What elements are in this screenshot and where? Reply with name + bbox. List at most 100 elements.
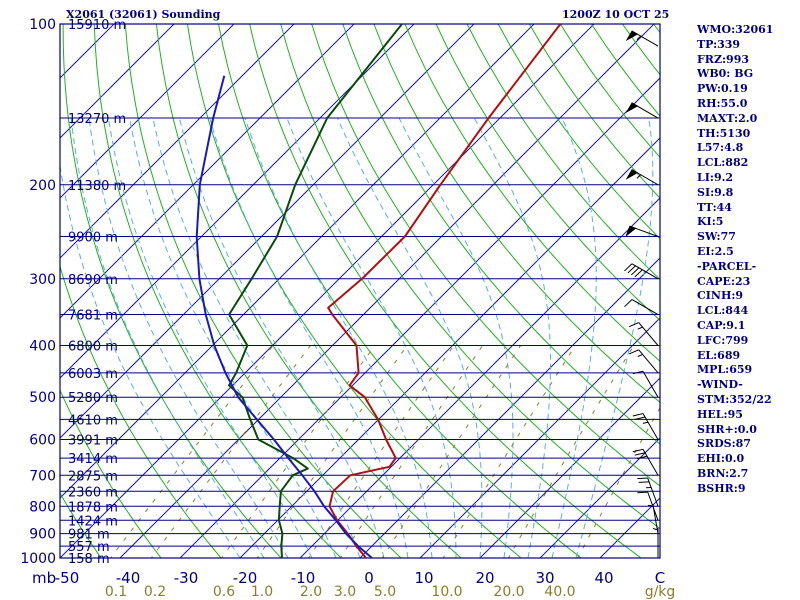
index-item: PW:0.19 [697, 82, 748, 96]
moist-adiabat-line [337, 117, 483, 558]
dry-adiabat-line [249, 24, 642, 558]
index-item: SI:9.8 [697, 185, 734, 199]
pressure-tick-label: 300 [29, 272, 56, 288]
isotherm-line [479, 377, 660, 558]
isotherm-line [299, 197, 660, 558]
index-item: FRZ:993 [697, 52, 750, 66]
dry-adiabat-line [280, 24, 660, 530]
moist-adiabat-line [575, 117, 654, 558]
isotherm-line [179, 77, 660, 558]
temperature-tick-label: 10 [414, 569, 433, 587]
plot-border [59, 23, 661, 559]
height-label: 2875 m [68, 469, 118, 484]
height-label: 3991 m [68, 434, 118, 449]
index-item: L57:4.8 [697, 141, 744, 155]
isotherm-line [60, 24, 535, 499]
mixing-ratio-tick-label: 5.0 [374, 584, 396, 600]
wind-barb [637, 477, 659, 507]
height-label: 11380 m [68, 179, 126, 194]
index-item: RH:55.0 [697, 96, 748, 110]
wind-barb [625, 225, 659, 238]
wind-barb [628, 322, 659, 346]
dry-adiabat-line [0, 24, 48, 569]
height-label: 158 m [68, 552, 110, 567]
index-item: SW:77 [697, 230, 736, 244]
index-item: TH:5130 [697, 126, 751, 140]
mixing-ratio-tick-label: 1.0 [251, 584, 273, 600]
height-label: 6800 m [68, 340, 118, 355]
height-label: 8690 m [68, 273, 118, 288]
pressure-tick-label: 400 [29, 339, 56, 355]
index-item: BRN:2.7 [697, 466, 749, 480]
pressure-tick-label: 100 [29, 17, 56, 33]
mixing-ratio-tick-label: 10.0 [431, 584, 462, 600]
dry-adiabat-line [60, 389, 162, 558]
index-item: KI:5 [697, 215, 724, 229]
index-item: LCL:882 [697, 156, 749, 170]
dry-adiabat-line [155, 24, 462, 558]
dry-adiabat-line [60, 264, 222, 558]
mixing-ratio-tick-label: 20.0 [493, 584, 524, 600]
height-label: 6003 m [68, 367, 118, 382]
moist-adiabat-line [107, 117, 313, 558]
isotherm-line [60, 24, 295, 259]
temperature-tick-label: 40 [594, 569, 613, 587]
mixing-ratio-line [507, 345, 635, 558]
moist-adiabat-line [178, 117, 385, 558]
isotherm-line [60, 24, 475, 439]
moist-adiabat-line [244, 117, 433, 558]
isotherm-line [60, 24, 175, 139]
dry-adiabat-line [124, 24, 402, 558]
moist-adiabat-line [88, 117, 289, 558]
sounding-title: X2061 (32061) Sounding [66, 8, 221, 21]
height-label: 3414 m [68, 452, 118, 467]
height-label: 981 m [68, 528, 110, 543]
mixing-ratio-tick-label: 2.0 [300, 584, 322, 600]
moist-adiabat-line [152, 117, 361, 558]
index-item: STM:352/22 [697, 392, 772, 406]
dewpoint-trace [228, 24, 403, 558]
mixing-ratio-tick-label: 0.1 [105, 584, 127, 600]
isotherm-line [359, 257, 660, 558]
temperature-tick-label: -40 [116, 569, 141, 587]
height-label: 9900 m [68, 230, 118, 245]
moist-adiabat-line [286, 117, 457, 558]
dry-adiabat-line [435, 24, 660, 321]
dry-adiabat-line [466, 24, 660, 281]
index-item: TP:339 [697, 37, 741, 51]
index-item: CINH:9 [697, 289, 744, 303]
pressure-tick-label: 500 [29, 390, 56, 406]
temperature-trace [327, 24, 562, 558]
temperature-tick-label: C [655, 569, 665, 587]
dry-adiabat-line [342, 24, 660, 445]
index-item: SHR+:0.0 [697, 422, 757, 436]
wind-barb [624, 263, 659, 280]
index-item: -PARCEL- [697, 259, 757, 273]
isotherm-line [239, 137, 660, 558]
wind-barb [632, 448, 659, 476]
stability-indices-panel: WMO:32061 TP:339 FRZ:993 WB0: BG PW:0.19 RH:5… [697, 23, 800, 497]
plot-area [60, 24, 660, 558]
wind-barb [625, 30, 659, 47]
dry-adiabat-line [373, 24, 660, 404]
temperature-tick-label: -10 [291, 569, 316, 587]
wind-barb [632, 370, 659, 398]
temperature-tick-label: 30 [535, 569, 554, 587]
height-label: 2360 m [68, 485, 118, 500]
height-label: 7681 m [68, 309, 118, 324]
pressure-tick-label: 600 [29, 433, 56, 449]
height-label: 1424 m [68, 514, 118, 529]
height-label: 5280 m [68, 391, 118, 406]
mixing-ratio-tick-label: g/kg [645, 584, 676, 600]
moist-adiabat-line [551, 117, 597, 558]
height-label: 13270 m [68, 112, 126, 127]
index-item: WB0: BG [697, 67, 754, 81]
temperature-tick-label: -30 [174, 569, 199, 587]
mixing-ratio-tick-label: 3.0 [334, 584, 356, 600]
wind-barb [652, 528, 659, 558]
mixing-ratio-tick-label: 40.0 [544, 584, 575, 600]
index-item: WMO:32061 [697, 23, 774, 36]
index-item: LFC:799 [697, 333, 749, 347]
wind-barb [647, 503, 659, 534]
